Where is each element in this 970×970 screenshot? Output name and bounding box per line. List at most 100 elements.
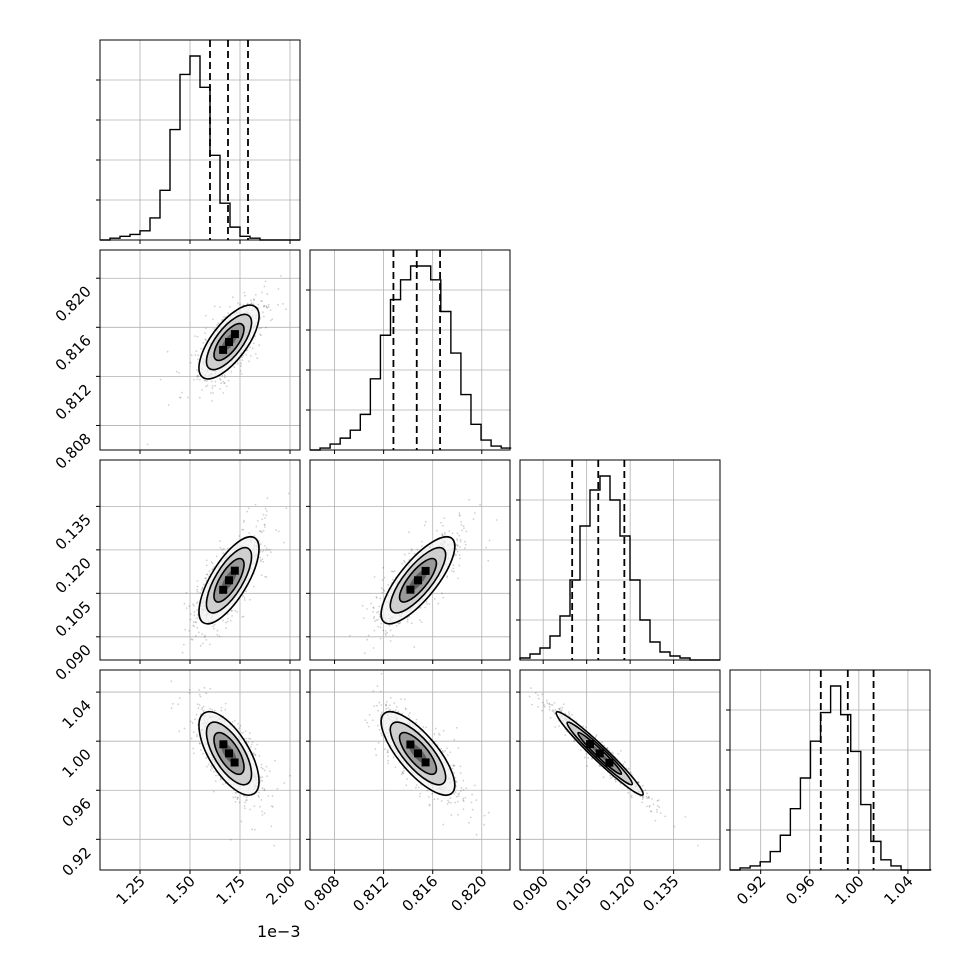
sample-point — [456, 538, 458, 540]
sample-point — [263, 315, 265, 318]
sample-point — [440, 800, 443, 802]
histogram-step-line — [310, 265, 512, 451]
sample-point — [458, 514, 461, 516]
sample-point — [461, 529, 463, 532]
sample-point — [454, 791, 457, 794]
sample-point — [456, 544, 459, 546]
sample-point — [415, 784, 418, 786]
sample-point — [393, 570, 396, 573]
sample-point — [441, 750, 444, 752]
sample-point — [393, 702, 396, 704]
histogram-panel-3 — [516, 459, 721, 661]
sample-point — [378, 605, 381, 608]
sample-point — [433, 598, 436, 600]
sample-point — [258, 530, 261, 533]
sample-point — [254, 754, 257, 756]
sample-point — [455, 726, 458, 729]
sample-point — [196, 613, 199, 616]
sample-point — [406, 778, 408, 780]
sample-point — [202, 709, 205, 712]
sample-point — [205, 757, 208, 759]
sample-point — [263, 788, 266, 790]
sample-point — [437, 602, 440, 605]
histogram-step-line — [730, 685, 932, 871]
sample-point — [528, 695, 531, 698]
sample-point — [242, 595, 244, 597]
sample-point — [263, 285, 266, 288]
sample-point — [371, 719, 374, 722]
sample-point — [192, 731, 195, 733]
sample-point — [241, 356, 243, 359]
sample-point — [459, 538, 462, 541]
sample-point — [464, 543, 467, 546]
sample-point — [265, 510, 268, 512]
density-peak-bin — [406, 585, 415, 594]
sample-point — [254, 754, 257, 756]
sample-point — [465, 530, 468, 533]
density-peak-bin — [225, 576, 233, 585]
sample-point — [465, 787, 468, 790]
sample-point — [265, 765, 268, 768]
sample-point — [222, 619, 224, 622]
sample-point — [220, 382, 223, 385]
sample-point — [456, 532, 459, 535]
sample-point — [213, 305, 216, 308]
panel-frame — [309, 669, 511, 871]
sample-point — [444, 750, 446, 752]
sample-point — [196, 601, 199, 604]
sample-point — [219, 306, 222, 308]
sample-point — [453, 764, 456, 767]
sample-point — [197, 375, 199, 378]
sample-point — [190, 354, 193, 357]
sample-point — [221, 548, 223, 551]
sample-point — [485, 546, 487, 549]
density-layer — [364, 672, 490, 836]
sample-point — [408, 552, 410, 555]
sample-point — [402, 772, 405, 775]
sample-point — [385, 707, 388, 710]
sample-point — [390, 570, 393, 573]
sample-point — [388, 624, 391, 627]
sample-point — [192, 621, 195, 623]
sample-point — [203, 379, 206, 382]
sample-point — [483, 823, 486, 826]
sample-point — [185, 607, 188, 609]
sample-point — [205, 573, 208, 576]
sample-point — [421, 540, 423, 543]
sample-point — [254, 353, 257, 355]
sample-point — [230, 609, 233, 612]
sample-point — [258, 755, 261, 757]
sample-point — [446, 747, 448, 749]
sample-point — [225, 621, 227, 624]
sample-point — [283, 782, 286, 784]
sample-point — [201, 389, 203, 391]
sample-point — [601, 741, 603, 744]
sample-point — [378, 701, 381, 704]
sample-point — [374, 620, 376, 623]
sample-point — [248, 507, 250, 509]
sample-point — [259, 549, 262, 551]
sample-point — [436, 798, 439, 800]
sample-point — [410, 549, 413, 552]
sample-point — [262, 549, 265, 551]
sample-point — [397, 622, 400, 625]
sample-point — [206, 573, 209, 576]
sample-point — [373, 576, 376, 578]
sample-point — [205, 639, 208, 641]
sample-point — [200, 588, 203, 591]
sample-point — [404, 707, 407, 710]
sample-point — [196, 602, 198, 605]
sample-point — [409, 712, 411, 714]
sample-point — [242, 731, 244, 734]
sample-point — [282, 303, 284, 305]
sample-point — [202, 341, 205, 344]
sample-point — [468, 822, 470, 824]
sample-point — [249, 808, 251, 811]
sample-point — [273, 844, 276, 847]
sample-point — [242, 615, 245, 618]
sample-point — [454, 801, 456, 804]
sample-point — [250, 299, 252, 302]
sample-point — [202, 705, 205, 708]
sample-point — [256, 357, 259, 360]
sample-point — [258, 344, 261, 347]
